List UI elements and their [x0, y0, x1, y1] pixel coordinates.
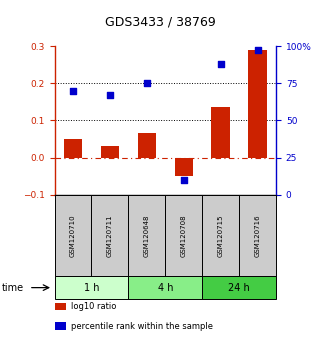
Text: 4 h: 4 h [158, 282, 173, 293]
Bar [248, 50, 267, 158]
Text: GDS3433 / 38769: GDS3433 / 38769 [105, 16, 216, 29]
Point [144, 80, 150, 86]
Text: GSM120715: GSM120715 [218, 214, 224, 257]
Point [218, 61, 223, 67]
Point [181, 177, 187, 183]
Bar [138, 133, 156, 158]
Text: GSM120708: GSM120708 [181, 214, 187, 257]
Bar [212, 107, 230, 158]
Text: 1 h: 1 h [84, 282, 99, 293]
Point [255, 48, 260, 53]
Bar [64, 139, 82, 158]
Point [71, 88, 76, 93]
Text: 24 h: 24 h [228, 282, 250, 293]
Bar [101, 146, 119, 158]
Text: GSM120716: GSM120716 [255, 214, 261, 257]
Text: time: time [2, 282, 24, 293]
Text: GSM120648: GSM120648 [144, 214, 150, 257]
Text: GSM120710: GSM120710 [70, 214, 76, 257]
Point [107, 92, 113, 98]
Text: log10 ratio: log10 ratio [71, 302, 116, 311]
Text: percentile rank within the sample: percentile rank within the sample [71, 321, 213, 331]
Bar [175, 158, 193, 176]
Text: GSM120711: GSM120711 [107, 214, 113, 257]
